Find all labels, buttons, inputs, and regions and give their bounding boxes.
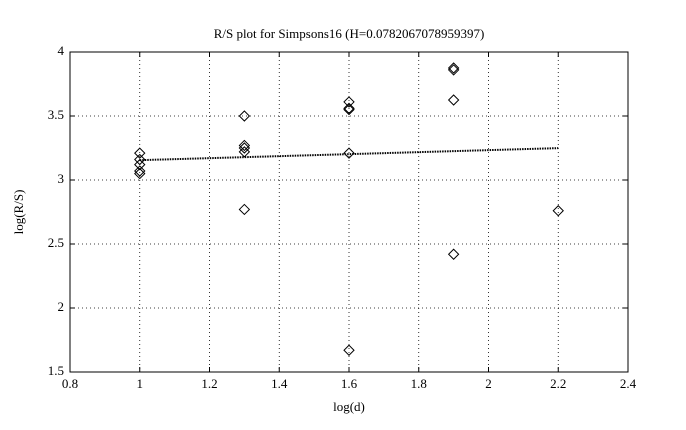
x-tick-label: 2.4 xyxy=(620,376,637,391)
marker xyxy=(134,165,146,177)
marker xyxy=(134,153,146,166)
marker xyxy=(238,146,251,158)
marker xyxy=(238,142,251,154)
y-tick-label: 3.5 xyxy=(48,107,64,122)
marker xyxy=(447,94,460,106)
marker xyxy=(238,110,251,122)
marker xyxy=(447,62,460,74)
y-axis-label: log(R/S) xyxy=(11,190,26,235)
fit-line xyxy=(139,147,559,162)
x-tick-label: 2.2 xyxy=(550,376,566,391)
marker xyxy=(134,167,146,180)
marker xyxy=(343,102,355,115)
marker xyxy=(343,147,355,159)
marker xyxy=(238,203,251,216)
plot-frame xyxy=(69,51,629,373)
x-tick-label: 0.8 xyxy=(62,376,78,391)
x-tick-label: 1.4 xyxy=(271,376,288,391)
x-tick-label: 2 xyxy=(485,376,492,391)
x-tick-label: 1.8 xyxy=(411,376,427,391)
marker xyxy=(343,344,355,356)
y-tick-label: 1.5 xyxy=(48,363,64,378)
x-tick-label: 1.6 xyxy=(341,376,358,391)
y-tick-label: 3 xyxy=(58,171,65,186)
marker xyxy=(447,64,460,76)
marker xyxy=(447,248,460,260)
y-tick-label: 2.5 xyxy=(48,235,64,250)
y-tick-label: 2 xyxy=(58,299,65,314)
marker xyxy=(134,158,146,171)
chart-title: R/S plot for Simpsons16 (H=0.07820670789… xyxy=(214,26,485,41)
marker xyxy=(343,96,355,108)
marker xyxy=(238,139,251,152)
x-axis-label: log(d) xyxy=(333,399,365,414)
marker xyxy=(343,103,355,116)
marker xyxy=(552,205,564,217)
y-tick-label: 4 xyxy=(58,43,65,58)
x-tick-label: 1 xyxy=(137,376,144,391)
x-tick-label: 1.2 xyxy=(201,376,217,391)
marker xyxy=(134,147,146,159)
